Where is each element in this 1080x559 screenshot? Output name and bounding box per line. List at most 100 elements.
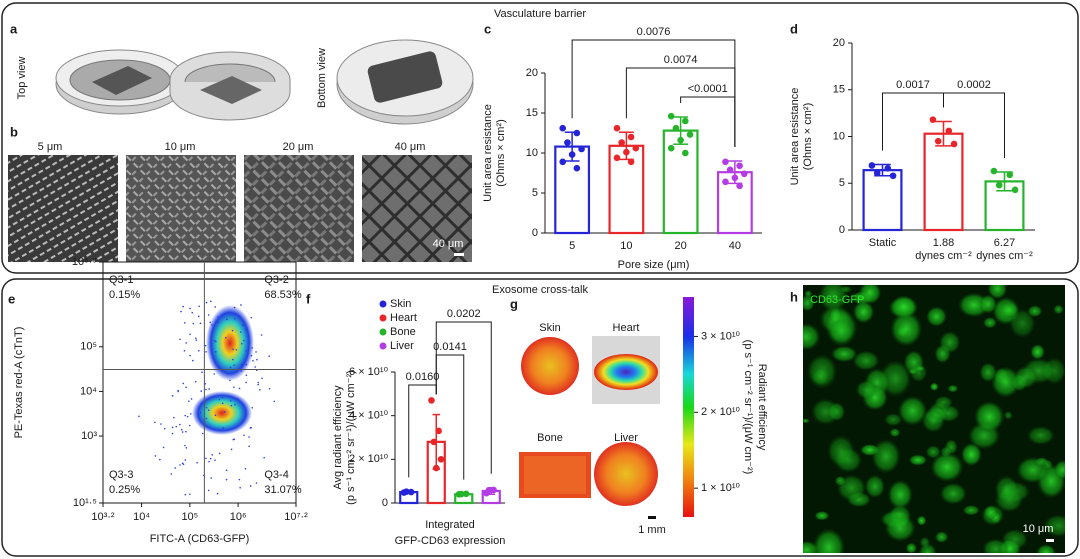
cell [1000, 301, 1019, 318]
title: Exosome cross-talk [492, 284, 588, 296]
event-dot [197, 349, 200, 352]
event-dot [208, 388, 210, 390]
legend-label: Bone [390, 326, 416, 338]
micrograph [8, 155, 118, 262]
event-dot [214, 459, 216, 461]
event-dot [174, 467, 177, 469]
event-dot [180, 310, 182, 313]
panel-label: g [510, 296, 518, 311]
p-value: 0.0074 [664, 54, 698, 66]
event-dot [230, 404, 233, 407]
quadrant-percent: 68.53% [264, 289, 302, 301]
event-dot [199, 322, 202, 325]
event-dot [240, 370, 243, 372]
organ-label: Bone [537, 432, 563, 444]
data-point [667, 112, 675, 120]
cell [1013, 366, 1038, 389]
event-dot [184, 414, 187, 417]
x-tick-label: 10⁵ [181, 511, 198, 523]
data-point [990, 167, 998, 175]
colorbar-tick-label: 2 × 10¹⁰ [701, 406, 741, 418]
y-tick-label: 5 [532, 187, 538, 199]
event-dot [241, 420, 243, 423]
quadrant-name: Q3-1 [109, 274, 133, 286]
event-dot [186, 415, 189, 418]
event-dot [204, 382, 207, 385]
quadrant-name: Q3-3 [109, 469, 133, 481]
cell [961, 442, 982, 467]
event-dot [230, 448, 233, 451]
event-dot [233, 364, 235, 366]
data-point [430, 438, 438, 446]
panel-label: e [8, 291, 15, 306]
data-point [682, 117, 689, 125]
data-point [618, 139, 625, 146]
event-dot [224, 336, 227, 339]
view-label: Top view [16, 57, 28, 100]
event-dot [185, 386, 187, 389]
data-point [736, 162, 743, 170]
event-dot [211, 324, 213, 326]
y-axis-label: (p s⁻¹ cm⁻² sr⁻¹)/(μW cm⁻²) [345, 370, 357, 505]
event-dot [185, 430, 187, 433]
event-dot [252, 360, 254, 362]
scale-bar [648, 516, 656, 519]
event-dot [241, 324, 244, 326]
cells [803, 285, 1065, 553]
data-point [573, 164, 581, 172]
event-dot [201, 432, 204, 435]
event-dot [255, 351, 257, 353]
event-dot [238, 478, 241, 481]
event-dot [209, 457, 212, 460]
event-dot [171, 395, 174, 397]
event-dot [205, 351, 207, 353]
data-point [632, 144, 640, 152]
y-axis-label: (Ohms × cm²) [802, 103, 814, 171]
data-point [613, 124, 621, 132]
micrograph [362, 155, 472, 262]
cell [930, 452, 964, 482]
data-point [403, 488, 410, 495]
event-dot [250, 316, 253, 319]
data-point [437, 456, 445, 463]
organ-label: Skin [539, 322, 560, 334]
cell [836, 474, 867, 502]
pore-label: 5 μm [38, 141, 63, 153]
cell [871, 438, 901, 474]
data-point [564, 139, 571, 146]
event-dot [218, 398, 221, 401]
event-dot [205, 417, 208, 420]
cell [811, 398, 840, 426]
p-value: 0.0202 [447, 308, 481, 320]
cell [803, 323, 821, 351]
data-point [623, 148, 630, 156]
cell [982, 538, 1009, 553]
bar [862, 169, 903, 232]
x-tick-label: dynes cm⁻² [976, 250, 1033, 262]
event-dot [217, 321, 220, 324]
cell [974, 401, 1005, 433]
event-dot [154, 455, 157, 457]
event-dot [233, 318, 236, 320]
event-dot [273, 400, 276, 403]
cell [889, 428, 901, 438]
event-dot [196, 461, 198, 464]
event-dot [160, 423, 162, 425]
event-dot [243, 339, 245, 342]
quadrant-name: Q3-4 [264, 469, 288, 481]
event-dot [261, 377, 263, 380]
cell [803, 418, 810, 424]
event-dot [255, 482, 258, 484]
cell [991, 366, 1021, 398]
data-point [868, 162, 876, 169]
event-dot [239, 486, 241, 489]
cell [1027, 305, 1043, 318]
data-point [490, 486, 497, 494]
cell [858, 285, 882, 305]
panel-label: c [484, 21, 491, 36]
event-dot [268, 355, 270, 357]
data-point [677, 136, 684, 144]
cell [947, 384, 959, 393]
colorbar-tick-label: 1 × 10¹⁰ [701, 482, 741, 494]
event-dot [182, 463, 185, 466]
